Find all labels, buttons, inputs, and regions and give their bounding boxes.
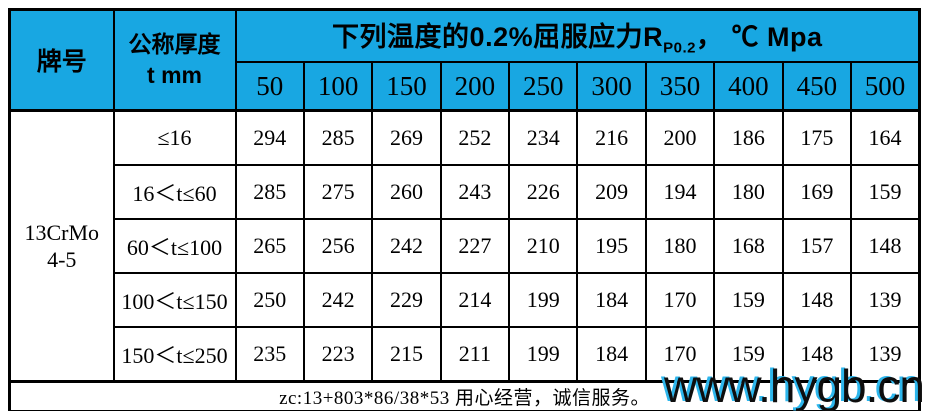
yield-value: 170 [644,326,716,383]
thickness-label-line2: t mm [147,62,202,88]
temp-header-350: 350 [644,61,716,112]
yield-value: 148 [781,326,853,383]
yield-value: 216 [576,109,647,166]
table-row: 60＜t≤100 265 256 242 227 210 195 180 168… [10,218,921,274]
temp-header-50: 50 [234,61,305,112]
temp-header-300: 300 [576,61,647,112]
grade-cell: 13CrMo4-5 [8,109,115,383]
temp-header-450: 450 [781,61,853,112]
yield-value: 184 [576,326,647,383]
yield-value: 265 [234,218,305,274]
temp-header-250: 250 [508,61,579,112]
temperature-header-row: 50 100 150 200 250 300 350 400 450 500 [10,61,921,112]
yield-value: 157 [781,218,853,274]
yield-value: 235 [234,326,305,383]
thickness-range: 60＜t≤100 [112,218,237,274]
thickness-range: ≤16 [112,109,237,166]
table-header: 牌号 公称厚度 t mm 下列温度的0.2%屈服应力RP0.2， ℃ Mpa 5… [8,8,921,112]
table-row: 150＜t≤250 235 223 215 211 199 184 170 15… [10,326,921,383]
yield-value: 139 [850,326,921,383]
yield-value: 148 [850,218,921,274]
yield-value: 159 [713,326,784,383]
yield-value: 252 [439,109,511,166]
yield-value: 199 [508,272,579,328]
yield-value: 209 [576,164,647,220]
yield-value: 170 [644,272,716,328]
yield-value: 200 [644,109,716,166]
yield-value: 256 [302,218,374,274]
yield-value: 226 [508,164,579,220]
table-row: 13CrMo4-5 ≤16 294 285 269 252 234 216 20… [8,109,921,383]
yield-value: 180 [644,218,716,274]
yield-stress-table: 牌号 公称厚度 t mm 下列温度的0.2%屈服应力RP0.2， ℃ Mpa 5… [8,8,922,411]
footer-note: zc:13+803*86/38*53 用心经营，诚信服务。 [8,380,921,411]
temp-header-400: 400 [713,61,784,112]
yield-value: 180 [713,164,784,220]
temp-header-100: 100 [302,61,374,112]
yield-value: 229 [371,272,442,328]
yield-value: 242 [371,218,442,274]
thickness-label-line1: 公称厚度 [128,30,221,57]
thickness-range: 150＜t≤250 [112,326,237,383]
yield-value: 139 [850,272,921,328]
yield-value: 169 [781,164,853,220]
grade-column-header: 牌号 [8,8,115,112]
yield-value: 214 [439,272,511,328]
footer-row: zc:13+803*86/38*53 用心经营，诚信服务。 [8,380,921,411]
yield-value: 227 [439,218,511,274]
yield-value: 250 [234,272,305,328]
yield-value: 159 [713,272,784,328]
yield-value: 269 [371,109,442,166]
yield-value: 195 [576,218,647,274]
table-body: 13CrMo4-5 ≤16 294 285 269 252 234 216 20… [8,109,921,383]
thickness-range: 100＜t≤150 [112,272,237,328]
yield-value: 243 [439,164,511,220]
yield-value: 242 [302,272,374,328]
yield-value: 148 [781,272,853,328]
yield-value: 184 [576,272,647,328]
table-row: 16＜t≤60 285 275 260 243 226 209 194 180 … [10,164,921,220]
yield-value: 260 [371,164,442,220]
temp-header-200: 200 [439,61,511,112]
table-footer: zc:13+803*86/38*53 用心经营，诚信服务。 [8,380,921,411]
table-row: 100＜t≤150 250 242 229 214 199 184 170 15… [10,272,921,328]
yield-value: 168 [713,218,784,274]
table-title: 下列温度的0.2%屈服应力RP0.2， ℃ Mpa [234,8,921,63]
temp-header-150: 150 [371,61,442,112]
thickness-column-header: 公称厚度 t mm [112,8,237,112]
yield-value: 215 [371,326,442,383]
yield-value: 223 [302,326,374,383]
title-row: 牌号 公称厚度 t mm 下列温度的0.2%屈服应力RP0.2， ℃ Mpa [8,8,921,112]
yield-value: 234 [508,109,579,166]
table-title-suffix: ， ℃ Mpa [695,22,823,53]
yield-value: 164 [850,109,921,166]
table-title-subscript: P0.2 [663,39,696,57]
thickness-range: 16＜t≤60 [112,164,237,220]
table-title-prefix: 下列温度的0.2%屈服应力R [332,22,664,53]
yield-value: 186 [713,109,784,166]
yield-value: 210 [508,218,579,274]
yield-value: 175 [781,109,853,166]
yield-value: 199 [508,326,579,383]
yield-value: 285 [234,164,305,220]
temp-header-500: 500 [850,61,921,112]
yield-value: 211 [439,326,511,383]
yield-value: 294 [234,109,305,166]
yield-value: 159 [850,164,921,220]
yield-value: 285 [302,109,374,166]
yield-value: 194 [644,164,716,220]
yield-value: 275 [302,164,374,220]
